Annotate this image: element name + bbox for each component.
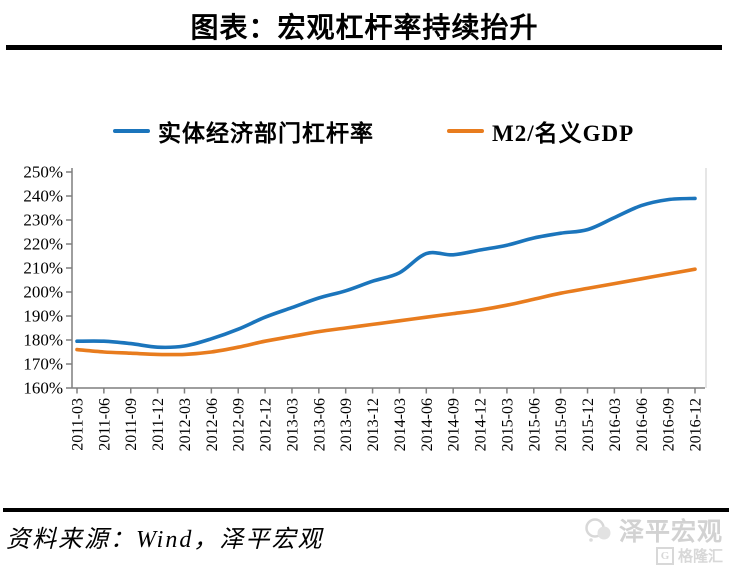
svg-text:160%: 160% — [23, 379, 63, 398]
legend-label: M2/名义GDP — [492, 121, 635, 146]
leverage-line-chart: 160% 170% 180% 190% 200% 210% 220% 230% 240% 250%… — [23, 163, 707, 451]
watermark: 泽平宏观 G 格隆汇 — [584, 512, 723, 565]
svg-text:2016-09: 2016-09 — [661, 398, 678, 451]
svg-text:2013-06: 2013-06 — [311, 398, 328, 451]
svg-text:2015-06: 2015-06 — [526, 398, 543, 451]
svg-text:2015-03: 2015-03 — [499, 398, 516, 451]
source-note: 资料来源：Wind，泽平宏观 — [6, 527, 324, 553]
svg-text:2012-06: 2012-06 — [204, 398, 221, 451]
svg-text:2012-12: 2012-12 — [258, 398, 275, 451]
svg-text:180%: 180% — [23, 331, 63, 350]
legend-line-swatch-blue — [113, 129, 150, 133]
svg-text:2011-03: 2011-03 — [70, 398, 87, 451]
svg-text:200%: 200% — [23, 283, 63, 302]
legend-label: 实体经济部门杠杆率 — [158, 121, 374, 146]
chart-legend: 实体经济部门杠杆率 M2/名义GDP — [113, 114, 634, 148]
legend-line-swatch-orange — [447, 129, 484, 133]
svg-text:2014-09: 2014-09 — [446, 398, 463, 451]
zeping-logo-icon — [585, 518, 611, 542]
svg-text:2013-09: 2013-09 — [338, 398, 355, 451]
page-title: 图表：宏观杠杆率持续抬升 — [190, 13, 539, 44]
title-divider — [6, 45, 722, 50]
svg-text:2013-03: 2013-03 — [284, 398, 301, 451]
watermark-brand-row: 泽平宏观 — [584, 512, 723, 548]
svg-text:240%: 240% — [23, 187, 63, 206]
svg-text:2016-12: 2016-12 — [688, 398, 705, 451]
footer-divider — [3, 508, 729, 512]
svg-text:230%: 230% — [23, 211, 63, 230]
svg-text:170%: 170% — [23, 355, 63, 374]
svg-text:2014-12: 2014-12 — [473, 398, 490, 451]
legend-item-m2-gdp: M2/名义GDP — [447, 114, 634, 148]
svg-text:2011-12: 2011-12 — [150, 398, 167, 451]
svg-text:2011-06: 2011-06 — [96, 398, 113, 451]
svg-text:220%: 220% — [23, 235, 63, 254]
svg-text:2015-09: 2015-09 — [553, 398, 570, 451]
svg-text:2012-09: 2012-09 — [231, 398, 248, 451]
svg-text:2011-09: 2011-09 — [123, 398, 140, 451]
svg-text:2016-06: 2016-06 — [634, 398, 651, 451]
svg-text:2014-06: 2014-06 — [419, 398, 436, 451]
svg-text:210%: 210% — [23, 259, 63, 278]
svg-text:2016-03: 2016-03 — [607, 398, 624, 451]
svg-text:2012-03: 2012-03 — [177, 398, 194, 451]
svg-text:250%: 250% — [23, 163, 63, 182]
gelonghui-logo-icon: G — [655, 546, 674, 565]
watermark-sub-row: G 格隆汇 — [584, 545, 723, 565]
watermark-brand: 泽平宏观 — [618, 519, 723, 546]
watermark-sub-label: 格隆汇 — [677, 549, 723, 565]
legend-item-real-economy-leverage: 实体经济部门杠杆率 — [113, 114, 374, 148]
svg-text:2013-12: 2013-12 — [365, 398, 382, 451]
svg-text:2014-03: 2014-03 — [392, 398, 409, 451]
svg-text:2015-12: 2015-12 — [580, 398, 597, 451]
svg-text:190%: 190% — [23, 307, 63, 326]
